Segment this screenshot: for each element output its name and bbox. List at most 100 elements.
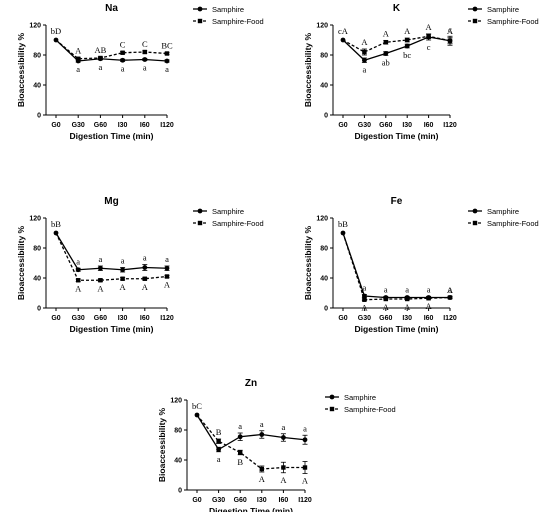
legend-marker [197, 6, 203, 12]
chart-title: Zn [245, 378, 257, 389]
legend-marker [197, 220, 203, 226]
x-tick-label: I60 [424, 122, 434, 129]
significance-label: A [142, 282, 149, 292]
significance-label: a [405, 284, 409, 294]
series-line [55, 232, 168, 281]
x-tick-label: G30 [72, 122, 85, 129]
data-point [405, 296, 410, 302]
data-point [259, 466, 264, 472]
y-tick-label: 40 [33, 83, 41, 90]
legend-item-samphire: Samphire [193, 5, 244, 14]
significance-label: bB [51, 219, 61, 229]
data-point [142, 265, 148, 270]
x-tick-label: G60 [379, 122, 392, 129]
series-line [196, 414, 306, 451]
significance-label: a [448, 284, 452, 294]
x-tick-label: I30 [402, 315, 412, 322]
legend-marker [472, 208, 478, 214]
legend-label: Samphire [212, 5, 244, 14]
significance-label: a [165, 254, 169, 264]
data-point [76, 56, 81, 61]
x-tick-label: I30 [402, 122, 412, 129]
data-point [383, 296, 388, 302]
x-axis-label: Digestion Time (min) [355, 131, 439, 141]
chart-panel-na: Na 0 40 80 120 G0 G30 G60 I30 I60 I120 Digestion Ti… [16, 3, 264, 141]
significance-label: A [383, 28, 390, 38]
x-tick-label: G60 [234, 497, 247, 504]
x-tick-label: G0 [51, 315, 60, 322]
legend-item-samphire: Samphire [468, 207, 519, 216]
legend-item-samphire-food: Samphire-Food [325, 405, 396, 414]
series-samphire: cA a ab bc c c [338, 24, 453, 75]
series-samphire-food: B B A A A [196, 414, 309, 486]
data-point [142, 57, 148, 62]
data-point [362, 297, 367, 302]
significance-label: ab [382, 57, 390, 67]
x-tick-label: G0 [51, 122, 60, 129]
significance-label: A [75, 283, 82, 293]
series-samphire-food: A A A A A [342, 232, 454, 313]
y-tick-label: 40 [33, 276, 41, 283]
data-point [259, 432, 265, 437]
y-tick-label: 0 [37, 306, 41, 313]
series-line [342, 36, 451, 61]
series-line [196, 414, 305, 470]
legend-marker [329, 394, 335, 400]
x-tick-label: G0 [338, 122, 347, 129]
legend-label: Samphire-Food [344, 405, 396, 414]
x-tick-label: G30 [72, 315, 85, 322]
data-point [447, 295, 453, 300]
chart-title: Na [105, 3, 118, 14]
legend-item-samphire-food: Samphire-Food [468, 17, 539, 26]
y-tick-label: 80 [33, 53, 41, 60]
data-point [281, 465, 286, 470]
y-tick-label: 40 [320, 276, 328, 283]
data-point [362, 49, 367, 55]
series-line [342, 232, 451, 301]
series-line [55, 39, 168, 62]
series-samphire-food: A A A A A [342, 22, 454, 56]
significance-label: a [76, 256, 80, 266]
x-tick-label: G60 [94, 315, 107, 322]
data-point [383, 51, 389, 56]
chart-title: Mg [104, 196, 118, 207]
chart-title: K [393, 3, 401, 14]
data-point [98, 55, 103, 61]
legend-item-samphire: Samphire [193, 207, 244, 216]
significance-label: bD [51, 26, 61, 36]
y-tick-label: 120 [29, 23, 41, 30]
series-line [342, 232, 450, 299]
y-tick-label: 0 [324, 113, 328, 120]
data-point [238, 450, 243, 455]
legend-item-samphire: Samphire [468, 5, 519, 14]
significance-label: A [120, 282, 127, 292]
data-point [164, 265, 170, 271]
series-line [55, 39, 168, 60]
y-tick-label: 120 [170, 398, 182, 405]
significance-label: a [165, 64, 169, 74]
significance-label: a [427, 284, 431, 294]
x-tick-label: I120 [160, 315, 174, 322]
chart-panel-zn: Zn 0 40 80 120 G0 G30 G60 I30 I60 I120 Digestion Ti… [157, 378, 396, 512]
series-samphire-food: A AB C C BC [55, 39, 173, 61]
legend-marker [329, 406, 335, 412]
x-tick-label: I120 [443, 122, 457, 129]
significance-label: A [426, 22, 433, 32]
x-tick-label: I60 [424, 315, 434, 322]
legend-marker [197, 18, 203, 24]
data-point [142, 49, 147, 55]
legend-label: Samphire-Food [212, 219, 264, 228]
data-point [98, 265, 103, 271]
significance-label: A [361, 303, 368, 313]
legend-item-samphire-food: Samphire-Food [468, 219, 539, 228]
data-point [405, 37, 410, 43]
data-point [75, 267, 81, 273]
significance-label: bB [338, 219, 348, 229]
data-point [164, 274, 170, 279]
legend-marker [472, 220, 478, 226]
series-samphire: bC a a a a a [192, 401, 308, 464]
data-point [120, 50, 125, 55]
significance-label: a [217, 454, 221, 464]
chart-title: Fe [391, 196, 403, 207]
